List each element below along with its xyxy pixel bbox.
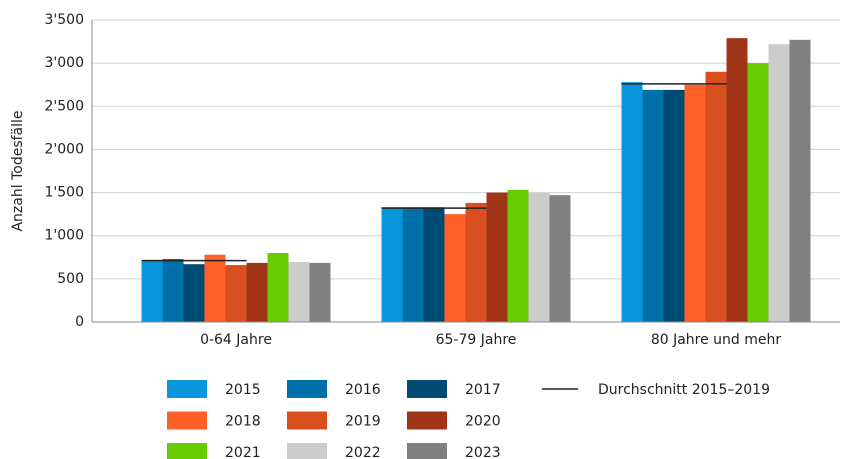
y-tick-label: 500 (57, 271, 84, 287)
bar (621, 82, 643, 322)
legend-swatch (167, 443, 207, 459)
legend-label: 2019 (345, 414, 381, 430)
y-tick-label: 0 (75, 314, 84, 330)
y-axis-label: Anzahl Todesfälle (10, 110, 26, 231)
legend-label: Durchschnitt 2015–2019 (598, 382, 770, 398)
bar (246, 262, 268, 322)
bar (507, 189, 529, 322)
legend-swatch (287, 411, 327, 430)
bar (183, 264, 205, 322)
bar (705, 71, 727, 323)
legend-label: 2020 (465, 414, 501, 430)
legend-label: 2017 (465, 382, 501, 398)
legend-swatch (407, 443, 447, 459)
bar (162, 259, 184, 322)
x-tick-label: 65-79 Jahre (436, 332, 517, 348)
y-tick-label: 3'500 (45, 12, 84, 28)
bar (309, 262, 331, 322)
legend-swatch (167, 380, 207, 398)
bar (141, 259, 163, 322)
bar (684, 84, 706, 322)
legend-swatch (407, 411, 447, 430)
bar (444, 214, 466, 322)
legend-label: 2022 (345, 445, 381, 459)
bar (381, 207, 403, 322)
legend-label: 2023 (465, 445, 501, 459)
bar (204, 254, 226, 322)
bar (288, 262, 310, 322)
y-tick-label: 2'500 (45, 98, 84, 114)
bar (423, 207, 445, 322)
bar (528, 192, 550, 322)
bar (402, 207, 424, 322)
bar (267, 252, 289, 322)
y-tick-label: 1'500 (45, 185, 84, 201)
bar (789, 39, 811, 323)
bar (747, 63, 769, 323)
bar (726, 38, 748, 323)
bar (549, 195, 571, 322)
bar (663, 89, 685, 323)
legend-swatch (167, 411, 207, 430)
bar (642, 89, 664, 323)
bar (768, 44, 790, 322)
legend-label: 2016 (345, 382, 381, 398)
y-tick-label: 3'000 (45, 55, 84, 71)
x-tick-label: 80 Jahre und mehr (651, 332, 782, 348)
y-tick-label: 2'000 (45, 141, 84, 157)
bar (225, 265, 247, 322)
y-tick-label: 1'000 (45, 228, 84, 244)
legend-label: 2021 (225, 445, 261, 459)
bar (465, 202, 487, 322)
legend-swatch (407, 380, 447, 398)
legend-label: 2015 (225, 382, 261, 398)
legend-swatch (287, 443, 327, 459)
legend-label: 2018 (225, 414, 261, 430)
x-tick-label: 0-64 Jahre (200, 332, 272, 348)
legend-swatch (287, 380, 327, 398)
bar (486, 192, 508, 322)
